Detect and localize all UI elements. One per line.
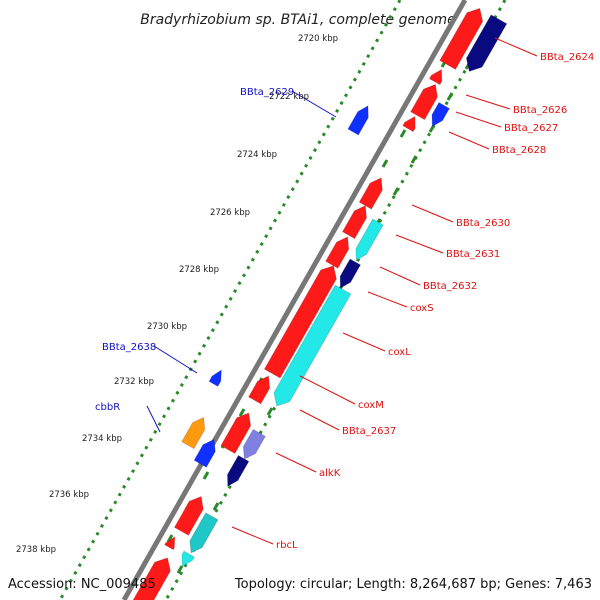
topology-text: Topology: circular; Length: 8,264,687 bp…: [234, 577, 592, 592]
gene-label[interactable]: BBta_2629: [240, 87, 294, 98]
label-leader: [455, 111, 502, 128]
cds-feature: [163, 535, 176, 551]
map-title: Bradyrhizobium sp. BTAi1, complete genom…: [140, 12, 456, 28]
kbp-scale: 2720 kbp 2722 kbp 2724 kbp 2726 kbp 2728 kbp…: [16, 34, 338, 555]
label-leader: [379, 266, 421, 286]
track-tick: [176, 565, 184, 574]
gene-label[interactable]: BBta_2637: [342, 426, 396, 437]
track-tick: [392, 187, 400, 196]
gene-label[interactable]: rbcL: [276, 540, 298, 551]
cds-feature: [325, 236, 350, 269]
track-tick: [381, 159, 389, 168]
track-tick: [446, 92, 454, 101]
kbp-tick-label: 2738 kbp: [16, 545, 56, 555]
kbp-tick-label: 2730 kbp: [147, 322, 187, 332]
cds-feature: [132, 557, 171, 600]
cds-feature: [428, 68, 443, 86]
genome-backbone: [121, 0, 468, 600]
kbp-tick-label: 2734 kbp: [82, 434, 122, 444]
label-leader: [448, 131, 490, 150]
label-leader: [342, 332, 386, 352]
feature-labels: BBta_2624 BBta_2626 BBta_2627 BBta_2628 BBta…: [95, 37, 594, 551]
track-tick: [238, 408, 246, 417]
cds-feature: [193, 438, 216, 468]
gene-label[interactable]: alkK: [319, 468, 341, 479]
track-tick: [166, 534, 174, 543]
cds-feature: [226, 454, 250, 488]
label-leader: [465, 94, 511, 110]
gene-label[interactable]: BBta_2624: [540, 52, 594, 63]
gene-label[interactable]: coxM: [358, 400, 384, 411]
gene-label[interactable]: coxL: [388, 347, 411, 358]
cds-feature: [439, 7, 484, 71]
gene-label[interactable]: BBta_2627: [504, 123, 558, 134]
cds-feature: [263, 265, 337, 379]
label-leader: [299, 375, 356, 405]
label-leader: [411, 204, 454, 223]
cds-feature: [410, 83, 438, 121]
track-tick: [266, 407, 274, 416]
feature-track: [132, 7, 508, 600]
kbp-tick-label: 2722 kbp: [269, 92, 309, 102]
cds-feature: [355, 218, 384, 262]
gene-label[interactable]: BBta_2630: [456, 218, 510, 229]
label-leader: [153, 345, 198, 374]
label-leader: [367, 291, 408, 308]
track-tick: [410, 155, 418, 164]
label-leader: [275, 452, 317, 473]
cds-feature: [341, 204, 368, 240]
label-leader: [395, 234, 444, 254]
kbp-tick-label: 2724 kbp: [237, 150, 277, 160]
cds-feature: [242, 428, 267, 460]
accession-text: Accession: NC_009485: [8, 577, 156, 592]
track-tick: [399, 129, 407, 138]
cds-feature: [273, 284, 352, 407]
cds-feature: [339, 258, 362, 289]
cds-feature: [465, 14, 508, 73]
cds-feature: [347, 105, 369, 136]
label-leader: [291, 90, 337, 118]
gene-label[interactable]: BBta_2632: [423, 281, 477, 292]
cds-feature: [173, 495, 204, 536]
cds-feature: [181, 550, 196, 568]
gene-label[interactable]: BBta_2628: [492, 145, 546, 156]
kbp-tick-label: 2732 kbp: [114, 377, 154, 387]
guide-line: [58, 0, 402, 600]
cds-feature: [402, 115, 416, 133]
label-leader: [299, 409, 340, 431]
cds-feature: [431, 101, 451, 128]
cds-feature: [220, 412, 252, 455]
gene-label[interactable]: BBta_2626: [513, 105, 567, 116]
cds-feature: [189, 512, 219, 554]
gene-label[interactable]: BBta_2631: [446, 249, 500, 260]
label-leader: [231, 526, 274, 545]
track-tick: [428, 124, 436, 133]
cds-feature: [181, 416, 206, 450]
label-leader: [494, 37, 538, 57]
track-tick: [202, 471, 210, 480]
track-tick: [212, 502, 220, 511]
kbp-tick-label: 2728 kbp: [179, 265, 219, 275]
kbp-tick-label: 2726 kbp: [210, 208, 250, 218]
kbp-tick-label: 2736 kbp: [49, 490, 89, 500]
cds-feature: [208, 368, 222, 388]
gene-label[interactable]: coxS: [410, 303, 434, 314]
kbp-tick-label: 2720 kbp: [298, 34, 338, 44]
cds-feature: [358, 177, 383, 210]
label-leader: [146, 405, 161, 433]
gene-label[interactable]: cbbR: [95, 402, 120, 413]
gene-label[interactable]: BBta_2638: [102, 342, 156, 353]
cds-feature: [247, 375, 271, 405]
